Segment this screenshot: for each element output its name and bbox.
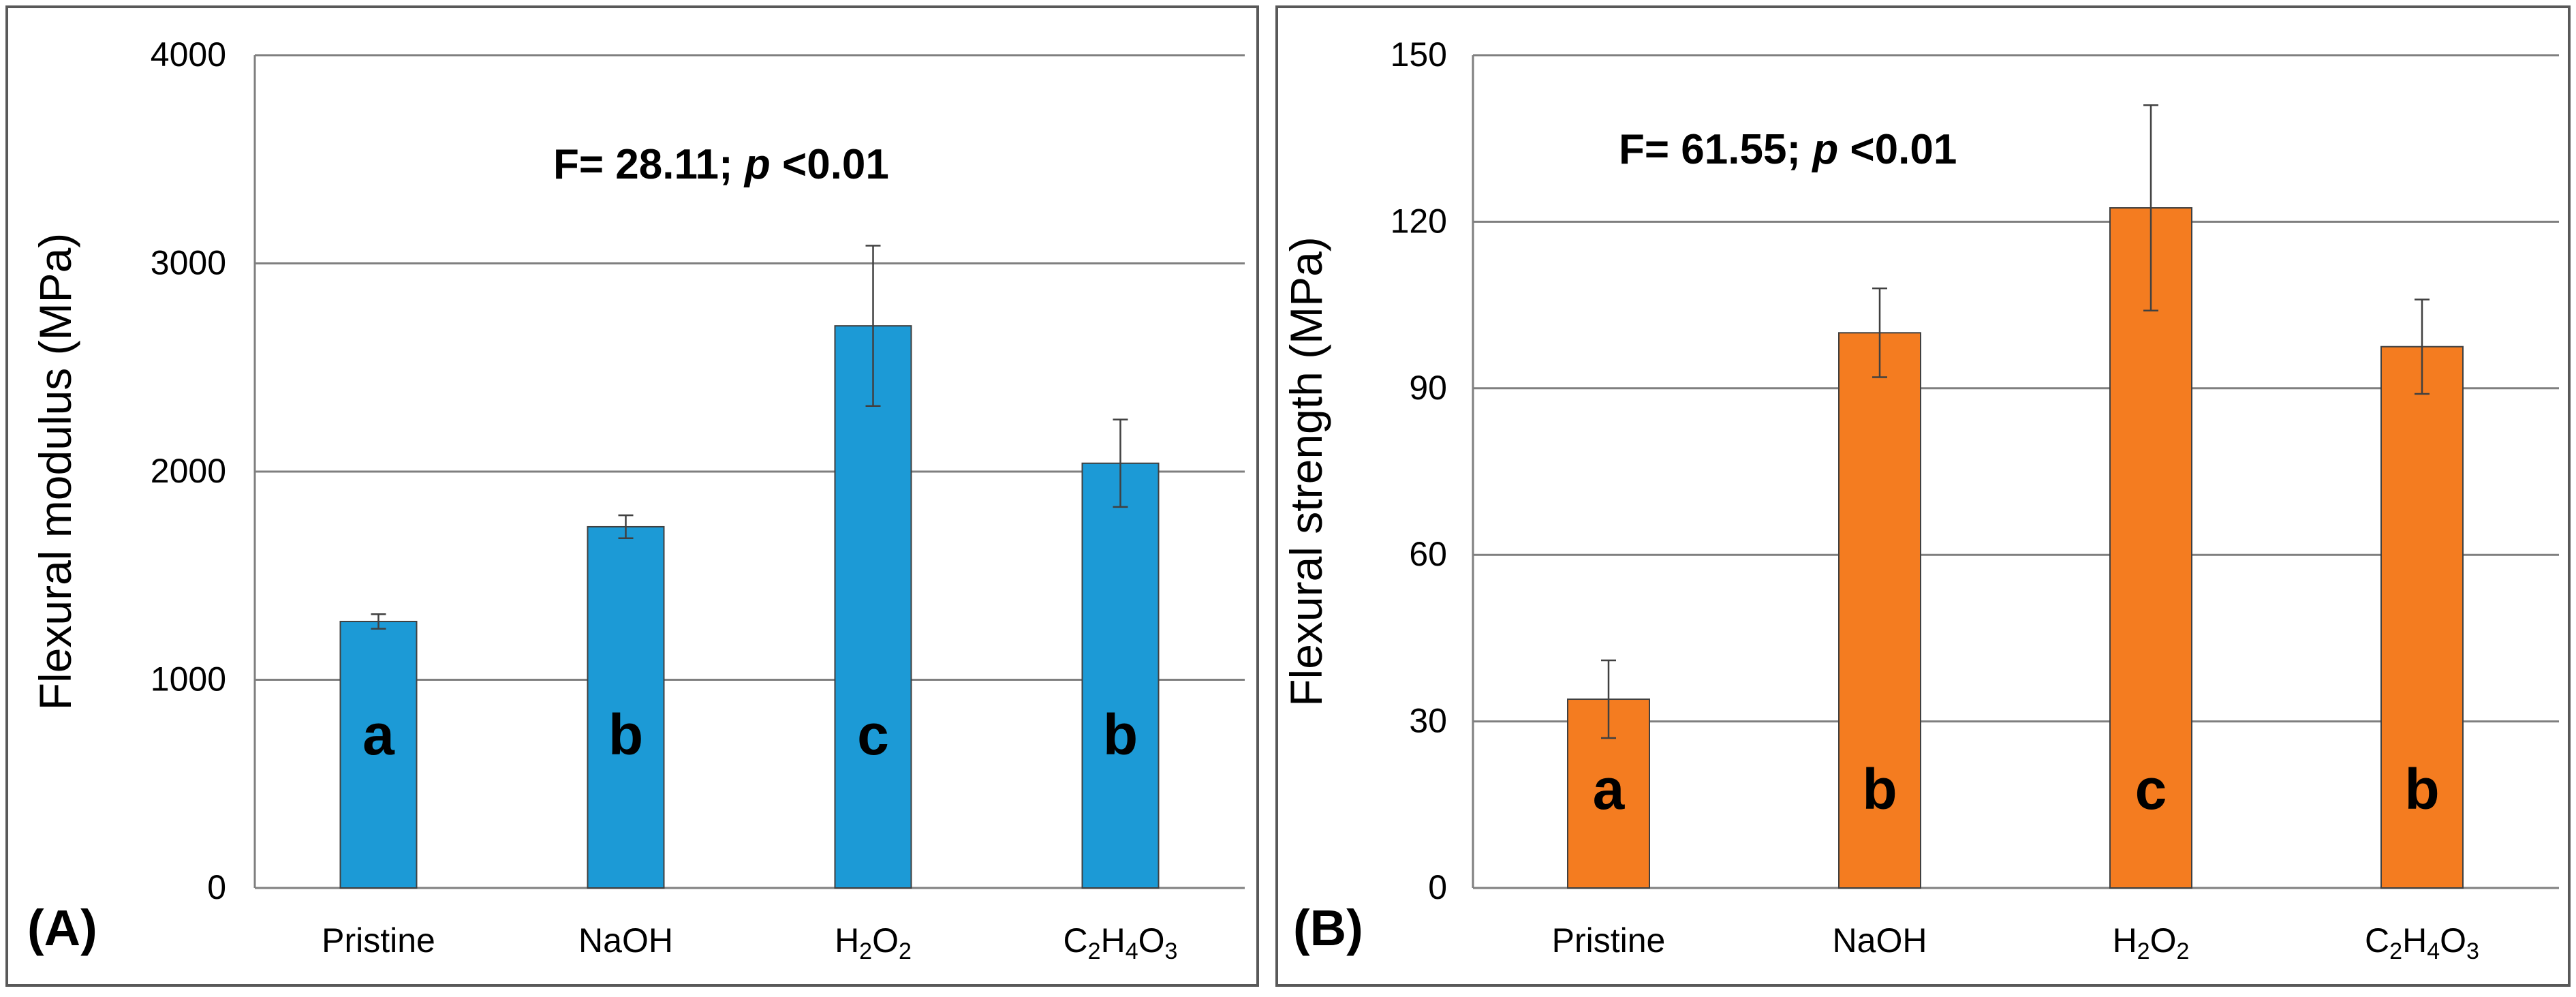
chart-a: 0 1000 2000 3000 4000 Flexural modulus (MPa) a…: [27, 35, 1245, 964]
group-letter: b: [2404, 757, 2439, 821]
bar: [2109, 207, 2192, 889]
y-tick-label: 2000: [151, 452, 226, 490]
y-tick-label: 1000: [151, 660, 226, 699]
y-tick-label: 0: [1428, 868, 1447, 906]
bar: [2380, 346, 2464, 889]
panel-label: (B): [1293, 900, 1363, 956]
group-letter: b: [1862, 757, 1897, 821]
group-letter: c: [2135, 757, 2167, 821]
category-label: H2O2: [2113, 921, 2190, 964]
panel-b: 0 30 60 90 120 150 Flexural strength (MPa) a Pri…: [1275, 5, 2571, 987]
category-label: Pristine: [1552, 921, 1666, 960]
y-tick-label: 30: [1409, 702, 1447, 740]
bar: [1081, 462, 1160, 889]
y-axis-label: Flexural modulus (MPa): [30, 233, 80, 711]
y-tick-label: 60: [1409, 535, 1447, 573]
group-letter: a: [1593, 757, 1626, 821]
stat-annotation: F= 61.55; p <0.01: [1619, 126, 1957, 173]
group-letter: b: [608, 703, 643, 767]
y-tick-label: 4000: [151, 35, 226, 74]
bar: [339, 620, 418, 889]
y-tick-label: 90: [1409, 369, 1447, 407]
panel-label: (A): [27, 900, 97, 956]
category-label: NaOH: [578, 921, 673, 960]
category-label: NaOH: [1833, 921, 1927, 960]
bar: [587, 525, 665, 889]
stat-annotation: F= 28.11; p <0.01: [553, 141, 889, 188]
category-label: C2H4O3: [2365, 921, 2479, 964]
group-letter: a: [362, 703, 395, 767]
y-tick-label: 120: [1391, 202, 1447, 240]
bar: [834, 325, 912, 889]
y-axis-label: Flexural strength (MPa): [1281, 236, 1331, 707]
panel-a: 0 1000 2000 3000 4000 Flexural modulus (MPa) a…: [5, 5, 1259, 987]
y-tick-label: 150: [1391, 35, 1447, 74]
chart-b: 0 30 60 90 120 150 Flexural strength (MPa) a Pri…: [1281, 35, 2559, 964]
category-label: Pristine: [322, 921, 435, 960]
y-tick-label: 0: [207, 868, 226, 906]
category-label: H2O2: [835, 921, 912, 964]
group-letter: b: [1103, 703, 1138, 767]
group-letter: c: [857, 703, 889, 767]
category-label: C2H4O3: [1064, 921, 1178, 964]
y-tick-label: 3000: [151, 244, 226, 282]
